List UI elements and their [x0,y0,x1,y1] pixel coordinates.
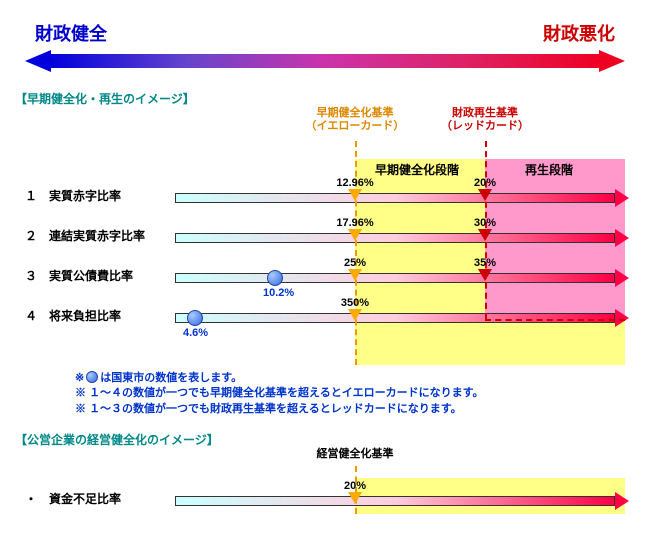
note-line-2: ※ １～４の数値が一つでも早期健全化基準を超えるとイエローカードになります。 [75,386,635,401]
top-label-2: 経営健全化基準 [310,448,400,461]
marker-red-1 [478,189,492,201]
section1-title: 【早期健全化・再生のイメージ】 [15,90,635,107]
dash-line-red-bottom [485,319,625,321]
header-left-label: 財政健全 [35,20,107,46]
metric-label-3: ３ 実質公債費比率 [25,267,133,284]
actual-val-3: 10.2% [263,287,294,299]
metric-label-funds: ・ 資金不足比率 [25,490,121,507]
metric-bar-3 [175,273,615,283]
gradient-bar [49,54,601,68]
top-label-yellow: 早期健全化基準（イエローカード） [300,107,410,133]
marker-red-3 [478,269,492,281]
section1-chart: 早期健全化段階再生段階早期健全化基準（イエローカード）財政再生基準（レッドカード… [25,135,625,365]
header-row: 財政健全 財政悪化 [15,20,635,46]
actual-dot-3 [267,270,283,286]
metric-bar-2 [175,233,615,243]
note-line-1: ※は国東市の数値を表します。 [75,371,635,386]
metric-label-4: ４ 将来負担比率 [25,307,121,324]
zone-yellow-label: 早期健全化段階 [375,161,459,178]
note-line-3: ※ １～３の数値が一つでも財政再生基準を超えるとレッドカードになります。 [75,402,635,417]
arrow-right-icon [599,50,625,72]
note-marker-icon [86,371,98,383]
metric-arrow-2 [615,229,629,247]
metric-arrow-1 [615,189,629,207]
metric-bar-funds [175,496,615,506]
gradient-arrow [25,50,625,72]
metric-label-1: １ 実質赤字比率 [25,187,121,204]
marker-yellow-1 [348,189,362,201]
marker-yellow-label-3: 25% [344,257,366,269]
metric-arrow-3 [615,269,629,287]
metric-arrow-4 [615,309,629,327]
section2-title: 【公営企業の経営健全化のイメージ】 [15,431,635,448]
marker-yellow-3 [348,269,362,281]
marker-red-label-1: 20% [474,177,496,189]
metric-bar-4 [175,313,615,323]
marker-yellow-funds [348,492,362,504]
metric-label-2: ２ 連結実質赤字比率 [25,227,145,244]
actual-val-4: 4.6% [183,327,208,339]
top-label-red: 財政再生基準（レッドカード） [435,107,535,133]
marker-red-label-3: 35% [474,257,496,269]
marker-yellow-2 [348,229,362,241]
marker-red-label-2: 30% [474,217,496,229]
zone-pink-label: 再生段階 [525,161,573,178]
marker-yellow-label-funds: 20% [344,480,366,492]
notes-block: ※は国東市の数値を表します。※ １～４の数値が一つでも早期健全化基準を超えるとイ… [75,371,635,417]
marker-yellow-label-4: 350% [341,297,369,309]
metric-arrow-funds [615,492,629,510]
arrow-left-icon [25,50,51,72]
marker-red-2 [478,229,492,241]
header-right-label: 財政悪化 [543,20,615,46]
dash-line-yellow [355,141,357,365]
metric-bar-1 [175,193,615,203]
marker-yellow-label-2: 17.96% [336,217,373,229]
section2-chart: 経営健全化基準・ 資金不足比率20% [25,464,625,518]
actual-dot-4 [187,310,203,326]
marker-yellow-4 [348,309,362,321]
marker-yellow-label-1: 12.96% [336,177,373,189]
